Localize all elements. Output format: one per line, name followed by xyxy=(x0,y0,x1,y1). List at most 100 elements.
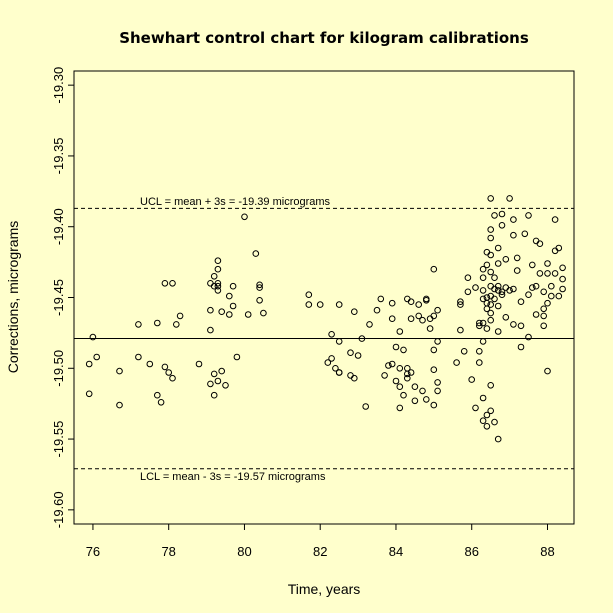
data-point xyxy=(195,360,203,368)
data-point xyxy=(479,265,487,273)
data-point xyxy=(525,291,532,299)
data-point xyxy=(472,284,479,291)
data-point xyxy=(491,274,498,282)
y-tick-label: -19.55 xyxy=(51,421,66,458)
data-point xyxy=(464,288,472,296)
data-point xyxy=(154,391,161,399)
data-point xyxy=(373,306,381,314)
data-point xyxy=(207,306,214,314)
data-point xyxy=(396,328,404,335)
data-point xyxy=(407,298,415,306)
data-point xyxy=(400,346,407,354)
data-point xyxy=(392,343,400,351)
reference-lines xyxy=(74,207,574,470)
data-point xyxy=(491,212,498,219)
data-point xyxy=(161,280,169,287)
data-point xyxy=(233,353,241,361)
data-point xyxy=(430,366,438,374)
y-tick-label: -19.35 xyxy=(51,137,66,174)
data-point xyxy=(494,328,502,335)
data-point xyxy=(434,379,441,386)
data-point xyxy=(494,244,502,252)
data-point xyxy=(544,299,551,307)
data-point xyxy=(430,346,438,354)
data-point xyxy=(426,325,434,332)
data-point xyxy=(548,282,555,290)
data-point xyxy=(157,399,165,406)
data-point xyxy=(487,195,495,202)
data-point xyxy=(430,312,438,320)
ucl-label: UCL = mean + 3s = -19.39 micrograms xyxy=(140,196,331,208)
data-point xyxy=(388,360,396,368)
data-point xyxy=(434,387,441,395)
data-point xyxy=(210,391,218,399)
data-point xyxy=(89,333,97,341)
data-point xyxy=(487,251,495,259)
data-point xyxy=(335,301,343,308)
data-point xyxy=(502,314,510,321)
data-point xyxy=(404,370,411,378)
data-point xyxy=(464,274,472,282)
data-point xyxy=(169,280,176,287)
data-point xyxy=(487,316,495,324)
data-point xyxy=(423,396,430,403)
data-point xyxy=(483,411,491,419)
data-point xyxy=(173,321,180,328)
data-point xyxy=(498,222,506,229)
data-point xyxy=(214,280,222,287)
data-point xyxy=(479,319,487,327)
data-point xyxy=(404,295,411,303)
x-tick-label: 78 xyxy=(161,544,175,559)
data-point xyxy=(532,282,540,290)
data-point xyxy=(260,309,267,317)
data-point xyxy=(460,348,468,355)
data-point xyxy=(551,270,559,277)
data-point xyxy=(241,213,248,221)
x-tick-label: 88 xyxy=(540,544,554,559)
data-point xyxy=(532,311,540,318)
y-tick-label: -19.50 xyxy=(51,350,66,387)
data-point xyxy=(513,254,521,262)
data-point xyxy=(415,312,423,320)
data-point xyxy=(517,298,525,306)
data-point xyxy=(555,292,563,300)
data-point xyxy=(510,216,517,223)
plot-frame xyxy=(73,70,575,525)
data-point xyxy=(328,331,335,338)
data-point xyxy=(400,391,407,399)
data-point xyxy=(226,292,233,300)
y-tick-label: -19.40 xyxy=(51,208,66,245)
chart-title: Shewhart control chart for kilogram cali… xyxy=(119,29,529,47)
data-point xyxy=(540,288,548,296)
data-point xyxy=(559,275,566,283)
data-point xyxy=(324,359,332,366)
data-point xyxy=(498,210,506,218)
data-point xyxy=(483,261,491,269)
x-tick-label: 84 xyxy=(389,544,403,559)
data-point xyxy=(392,377,400,385)
data-point xyxy=(472,404,479,412)
data-point xyxy=(407,369,415,376)
data-point xyxy=(494,260,502,267)
data-point xyxy=(207,280,214,287)
data-point xyxy=(226,311,233,318)
data-point xyxy=(252,250,260,257)
data-point xyxy=(510,285,517,293)
data-point xyxy=(487,234,495,242)
data-point xyxy=(548,292,555,300)
data-point xyxy=(434,306,441,314)
data-point xyxy=(498,288,506,296)
data-point xyxy=(502,284,510,291)
x-tick-label: 82 xyxy=(313,544,327,559)
data-point xyxy=(354,352,362,359)
data-point xyxy=(388,315,396,323)
data-point xyxy=(494,435,502,443)
data-point xyxy=(540,305,548,313)
data-point xyxy=(169,374,176,382)
y-tick-label: -19.45 xyxy=(51,279,66,316)
data-point xyxy=(476,348,483,355)
data-point xyxy=(214,377,222,385)
data-point xyxy=(517,322,525,330)
